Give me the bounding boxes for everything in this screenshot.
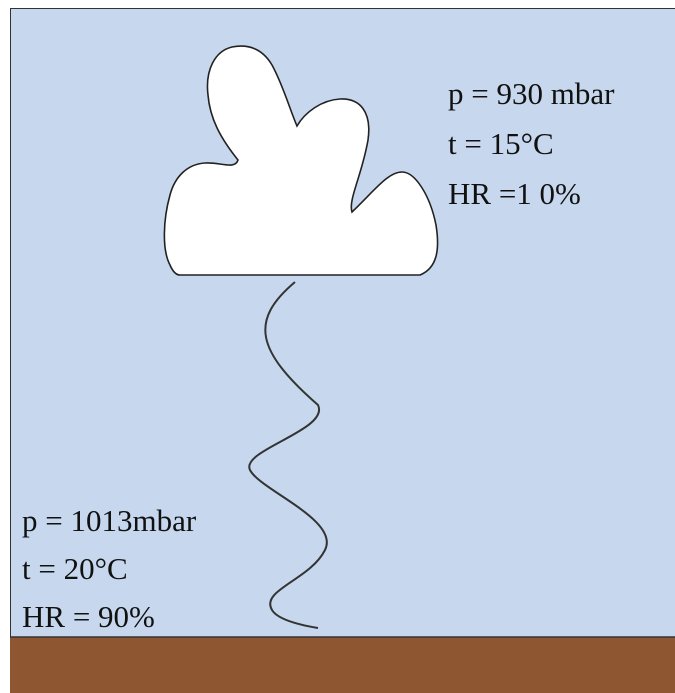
lower-humidity: HR = 90% (22, 599, 155, 634)
upper-pressure: p = 930 mbar (448, 76, 615, 111)
diagram: p = 930 mbar t = 15°C HR =1 0% p = 1013m… (0, 0, 675, 693)
lower-temperature: t = 20°C (22, 551, 128, 586)
upper-humidity: HR =1 0% (448, 176, 581, 211)
lower-pressure: p = 1013mbar (22, 503, 197, 538)
ground (10, 637, 675, 693)
upper-temperature: t = 15°C (448, 126, 554, 161)
